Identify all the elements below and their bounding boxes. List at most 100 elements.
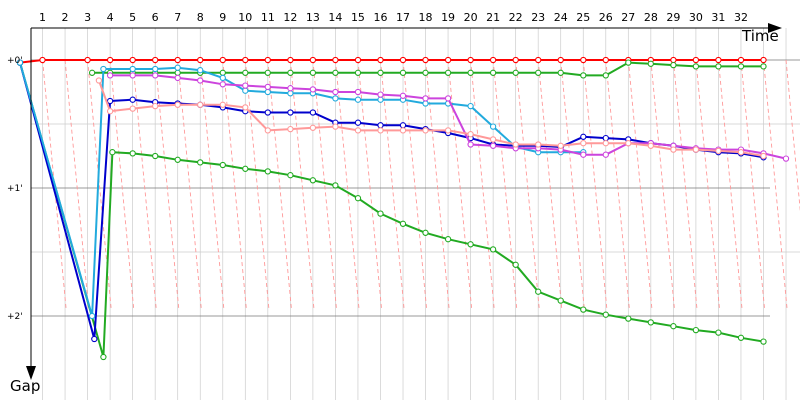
data-point [467,102,474,110]
data-point [512,56,519,64]
x-tick-label: 3 [84,11,91,24]
data-point [602,311,609,318]
x-tick-label: 27 [621,11,635,24]
x-axis-arrow [768,23,782,33]
data-point [580,151,587,158]
data-point [557,142,564,149]
data-point [106,108,114,115]
data-point [647,142,654,149]
data-point [422,56,429,64]
data-point [377,56,384,64]
data-point [535,288,542,295]
data-point [422,69,429,76]
data-point [219,101,226,108]
data-point [88,69,96,76]
slant-line [627,59,653,310]
data-point [399,220,407,227]
x-tick-label: 7 [174,11,181,24]
slant-line [357,59,383,310]
data-point [95,77,103,84]
data-point [129,72,136,79]
slant-line [447,59,473,310]
slant-line [222,59,247,310]
data-point [760,56,767,64]
data-point [174,101,181,108]
data-point [264,56,271,64]
data-point [354,69,362,76]
data-point [692,63,700,70]
series-line [19,62,764,340]
data-point [444,69,452,76]
data-point [760,152,767,160]
data-point [264,109,271,116]
series-1 [16,59,767,361]
data-point [602,134,609,142]
data-point [174,74,181,82]
data-point [625,140,632,147]
data-point [129,56,136,64]
slant-line [650,59,675,310]
x-tick-label: 4 [107,11,114,24]
data-point [287,85,294,92]
data-point [399,127,407,134]
data-point [332,123,339,130]
data-point [444,127,452,134]
data-point [512,69,519,76]
slant-line [244,59,270,310]
data-point [625,315,632,322]
data-point [309,86,317,93]
data-point [197,159,204,166]
data-point [129,150,136,157]
slant-line [605,59,630,310]
data-point [760,63,767,70]
slant-line [717,59,743,310]
x-tick-label: 10 [238,11,252,24]
data-point [287,56,294,64]
data-point [399,56,407,64]
data-point [197,56,204,64]
x-tick-label: 29 [666,11,680,24]
data-point [100,65,107,73]
data-point [422,229,429,236]
x-tick-label: 1 [39,11,46,24]
data-point [152,65,159,73]
data-point [512,261,519,268]
data-point [467,56,474,64]
data-point [512,141,519,148]
data-point [242,56,249,64]
data-point [377,91,384,98]
data-point [242,87,249,94]
data-point [692,56,700,64]
data-point [377,96,384,103]
data-point [580,133,587,140]
data-point [39,56,46,64]
data-point [737,149,745,156]
data-point [88,312,96,320]
data-point [489,246,497,253]
series-6 [95,77,767,160]
data-point [670,61,677,69]
x-tick-label: 6 [152,11,159,24]
x-tick-label: 30 [689,11,703,24]
slant-line [267,59,292,310]
x-tick-label: 25 [576,11,590,24]
data-point [489,136,497,143]
data-point [309,56,317,64]
data-point [422,100,429,107]
data-point [737,334,745,341]
data-point [354,56,362,64]
series-line [19,62,764,358]
x-tick-label: 14 [328,11,342,24]
data-point [670,146,677,153]
data-point [332,69,339,76]
data-point [152,152,159,160]
data-point [535,69,542,76]
series-4 [16,59,587,320]
data-point [100,353,107,361]
data-point [602,151,609,158]
x-tick-label: 5 [129,11,136,24]
data-point [377,127,384,134]
slant-line [109,59,135,310]
data-point [197,101,204,108]
data-point [219,56,226,64]
